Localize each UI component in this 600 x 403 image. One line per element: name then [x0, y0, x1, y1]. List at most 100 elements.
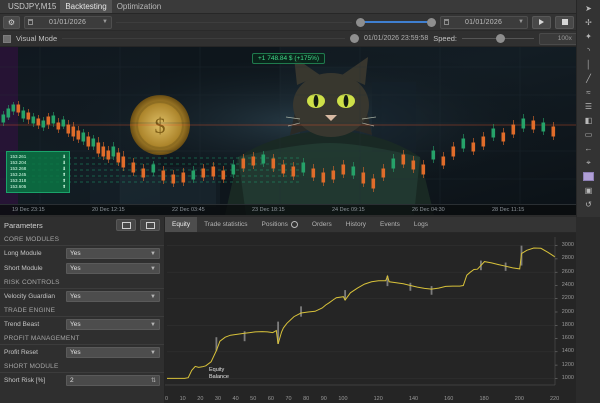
param-row-velocity-guardian[interactable]: Velocity Guardian Yes ▼	[0, 289, 164, 304]
vertical-line-icon[interactable]: │	[586, 60, 591, 69]
tab-equity[interactable]: Equity	[165, 217, 198, 232]
equity-x-tick: 20	[197, 396, 204, 402]
trade-row: 153.245 ⬆	[10, 172, 66, 177]
tab-orders[interactable]: Orders	[311, 221, 332, 228]
section-short-module: SHORT MODULE	[0, 360, 164, 373]
speed-handle[interactable]	[496, 34, 505, 43]
trade-row: 153.261 ⬇	[10, 154, 66, 159]
param-label: Short Module	[4, 265, 43, 272]
stop-button[interactable]	[555, 15, 574, 29]
toolbar-separator	[116, 21, 352, 23]
section-profit-management: PROFIT MANAGEMENT	[0, 332, 164, 345]
equity-x-tick: 40	[232, 396, 239, 402]
calendar-icon	[444, 19, 449, 25]
equity-x-tick: 70	[285, 396, 292, 402]
equity-x-tick: 120	[373, 396, 383, 402]
legend-balance: Balance	[209, 374, 229, 380]
speed-slider[interactable]	[462, 34, 534, 43]
param-row-profit-reset[interactable]: Profit Reset Yes ▼	[0, 345, 164, 360]
window-tab-optimization[interactable]: Optimization	[116, 2, 162, 11]
slider-handle-right[interactable]	[427, 17, 436, 27]
window-tab-backtesting[interactable]: Backtesting	[60, 0, 112, 13]
tab-positions[interactable]: Positions	[255, 217, 305, 232]
visual-mode-checkbox[interactable]	[3, 34, 11, 43]
equity-y-tick: 2000	[561, 308, 574, 315]
trade-row: 153.268 ⬇	[10, 166, 66, 171]
parameters-panel: Parameters CORE MODULES Long Module Yes …	[0, 217, 165, 403]
chevron-down-icon: ▼	[150, 321, 156, 328]
gear-icon[interactable]: ⚙	[3, 15, 20, 29]
equity-x-tick: 50	[250, 396, 257, 402]
equity-x-tick: 220	[550, 396, 560, 402]
crosshair-icon[interactable]: ✢	[585, 18, 592, 27]
tab-logs[interactable]: Logs	[413, 221, 429, 228]
vertical-scrollbar[interactable]	[576, 217, 600, 403]
equity-x-tick: 30	[214, 396, 222, 402]
param-row-trend-beast[interactable]: Trend Beast Yes ▼	[0, 317, 164, 332]
cursor-icon[interactable]: ➤	[585, 4, 592, 13]
equity-chart[interactable]: 1000 1200 1400 1600 1800 2000 2200 2400 2600 2800…	[165, 233, 576, 403]
param-row-short-risk[interactable]: Short Risk [%] 2 ⇅	[0, 373, 164, 388]
trendline-icon[interactable]: ╱	[586, 74, 591, 83]
price-chart[interactable]: $	[0, 47, 600, 215]
play-button[interactable]	[532, 15, 551, 29]
date-to-value: 01/01/2026	[465, 18, 503, 26]
range-slider[interactable]	[356, 16, 436, 29]
magnet-icon[interactable]: ✦	[585, 32, 592, 41]
equity-y-tick: 1400	[561, 348, 574, 355]
equity-x-tick: 180	[479, 396, 489, 402]
equity-y-tick: 2200	[561, 295, 574, 302]
template-icon[interactable]: ▣	[584, 186, 593, 195]
param-spinner[interactable]: 2 ⇅	[66, 375, 160, 386]
param-row-short-module[interactable]: Short Module Yes ▼	[0, 261, 164, 276]
param-value: Yes	[70, 250, 81, 257]
color-swatch-icon[interactable]	[580, 170, 598, 183]
load-icon[interactable]	[116, 219, 136, 231]
time-tick: 24 Dec 09:15	[332, 207, 365, 213]
window-titlebar: USDJPY,M15 Backtesting Optimization	[0, 0, 600, 14]
time-axis[interactable]: 19 Dec 23:15 20 Dec 12:15 22 Dec 03:45 2…	[0, 204, 576, 215]
play-icon	[539, 19, 544, 25]
time-tick: 26 Dec 04:30	[412, 207, 445, 213]
tab-history[interactable]: History	[345, 221, 367, 228]
results-tabs: Equity Trade statistics Positions Orders…	[165, 217, 576, 233]
date-from-select[interactable]: 01/01/2026 ▼	[24, 15, 112, 29]
chevron-down-icon: ▼	[150, 349, 156, 356]
tab-trade-statistics[interactable]: Trade statistics	[204, 221, 248, 228]
trade-row: 153.605 ⬆	[10, 184, 66, 189]
fibonacci-icon[interactable]: ☰	[584, 102, 593, 111]
equity-y-tick: 2800	[561, 255, 574, 262]
slider-handle-left[interactable]	[356, 17, 365, 27]
shapes-icon[interactable]: ◧	[584, 116, 593, 125]
trade-row: 153.204 ⬇	[10, 160, 66, 165]
chevron-down-icon: ▼	[518, 19, 524, 25]
param-select[interactable]: Yes ▼	[66, 263, 160, 274]
channel-icon[interactable]: ≈	[586, 88, 591, 97]
anchor-icon[interactable]: ◝	[586, 46, 591, 55]
svg-text:$: $	[155, 113, 166, 138]
measure-icon[interactable]: ⌖	[586, 157, 591, 167]
equity-x-tick: 0	[165, 396, 169, 402]
param-select[interactable]: Yes ▼	[66, 347, 160, 358]
equity-x-tick: 200	[514, 396, 524, 402]
equity-x-tick: 60	[267, 396, 274, 402]
equity-x-tick: 90	[320, 396, 327, 402]
rectangle-icon[interactable]: ▭	[584, 130, 593, 139]
arrows-icon[interactable]: ←	[584, 144, 593, 153]
param-select[interactable]: Yes ▼	[66, 291, 160, 302]
param-select[interactable]: Yes ▼	[66, 248, 160, 259]
date-from-value: 01/01/2026	[49, 18, 87, 26]
tab-events[interactable]: Events	[380, 221, 400, 228]
refresh-icon[interactable]: ↺	[585, 200, 592, 209]
tester-toolbar: ⚙ 01/01/2026 ▼ 01/01/2026 ▼	[0, 14, 600, 31]
section-core-modules: CORE MODULES	[0, 233, 164, 246]
param-select[interactable]: Yes ▼	[66, 319, 160, 330]
date-to-select[interactable]: 01/01/2026 ▼	[440, 15, 528, 29]
param-value: 2	[70, 377, 74, 384]
spinner-arrows-icon[interactable]: ⇅	[150, 378, 156, 384]
progress-handle[interactable]	[349, 34, 359, 43]
param-row-long-module[interactable]: Long Module Yes ▼	[0, 246, 164, 261]
equity-y-tick: 1800	[561, 321, 574, 328]
equity-y-tick: 1200	[561, 361, 574, 368]
save-icon[interactable]	[140, 219, 160, 231]
